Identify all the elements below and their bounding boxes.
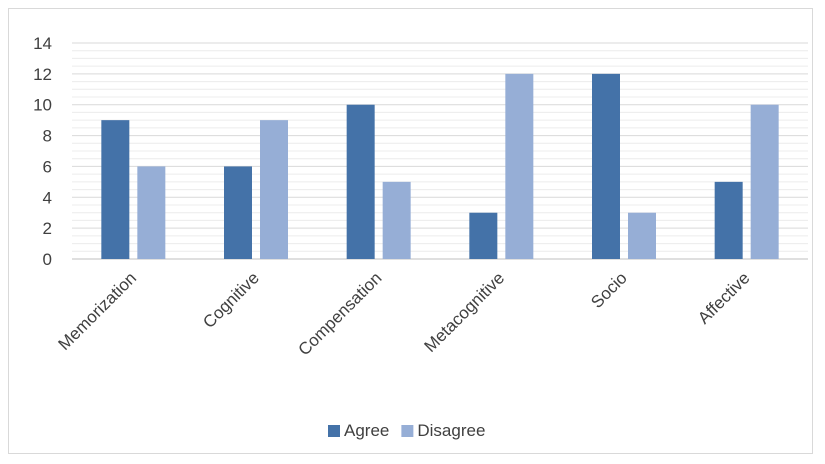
- bar-disagree-compensation: [382, 181, 411, 259]
- x-tick-label: Affective: [694, 268, 753, 327]
- y-tick-label: 0: [43, 250, 52, 269]
- bar-disagree-socio: [628, 212, 656, 259]
- bar-disagree-memorization: [137, 166, 166, 259]
- y-axis-ticks: 0 2 4 6 8 10 12 14: [33, 34, 52, 269]
- y-tick-label: 14: [33, 34, 52, 53]
- bar-agree-metacognitive: [469, 212, 498, 259]
- x-tick-label: Memorization: [55, 268, 141, 354]
- y-tick-label: 12: [33, 65, 52, 84]
- gridlines: [72, 42, 808, 260]
- y-tick-label: 8: [43, 127, 52, 146]
- bar-disagree-cognitive: [260, 120, 288, 260]
- bar-agree-cognitive: [224, 166, 252, 259]
- y-tick-label: 10: [33, 96, 52, 115]
- legend-label-disagree: Disagree: [417, 421, 485, 440]
- legend-swatch-disagree: [401, 425, 414, 437]
- x-tick-label: Cognitive: [199, 268, 263, 332]
- bar-agree-memorization: [101, 120, 130, 260]
- bar-disagree-affective: [750, 104, 779, 259]
- legend-swatch-agree: [328, 425, 340, 437]
- x-tick-label: Compensation: [295, 268, 386, 359]
- bar-agree-compensation: [346, 104, 375, 259]
- bars: [101, 73, 779, 260]
- y-tick-label: 6: [43, 157, 52, 176]
- bar-agree-socio: [592, 73, 620, 259]
- y-tick-label: 4: [43, 188, 52, 207]
- x-tick-label: Socio: [587, 268, 631, 312]
- legend-label-agree: Agree: [344, 421, 389, 440]
- legend: Agree Disagree: [328, 421, 485, 440]
- x-tick-label: Metacognitive: [421, 268, 509, 356]
- bar-agree-affective: [714, 181, 743, 259]
- y-tick-label: 2: [43, 219, 52, 238]
- bar-disagree-metacognitive: [505, 73, 534, 259]
- x-axis-ticks: Memorization Cognitive Compensation Metacog…: [55, 268, 754, 359]
